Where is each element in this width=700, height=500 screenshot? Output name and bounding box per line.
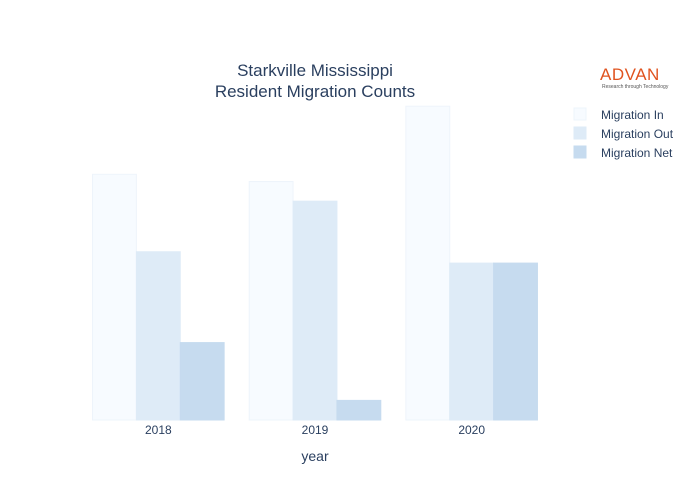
- legend-label: Migration Out: [601, 127, 674, 141]
- legend[interactable]: Migration In Migration Out Migration Net: [573, 107, 674, 160]
- chart-title-line-2: Resident Migration Counts: [215, 82, 415, 101]
- x-tick-label: 2018: [145, 423, 172, 437]
- bar-migration-out-2018[interactable]: [135, 251, 181, 421]
- bar-migration-net-2019[interactable]: [336, 399, 382, 421]
- legend-item-migration-net[interactable]: Migration Net: [573, 145, 673, 160]
- legend-swatch: [573, 107, 587, 121]
- bar-migration-out-2019[interactable]: [292, 200, 338, 421]
- legend-label: Migration In: [601, 108, 664, 122]
- logo-tagline: Research through Technology: [602, 84, 669, 90]
- legend-swatch: [573, 145, 587, 159]
- bar-migration-in-2020[interactable]: [405, 105, 451, 421]
- advan-logo: ADVAN Research through Technology: [600, 65, 680, 91]
- legend-item-migration-in[interactable]: Migration In: [573, 107, 664, 122]
- chart-title-line-1: Starkville Mississippi: [237, 61, 393, 80]
- x-tick-label: 2019: [302, 423, 329, 437]
- bar-migration-net-2018[interactable]: [179, 342, 225, 421]
- bar-migration-net-2020[interactable]: [493, 262, 538, 421]
- x-tick-label: 2020: [458, 423, 485, 437]
- legend-item-migration-out[interactable]: Migration Out: [573, 126, 674, 141]
- bar-migration-in-2018[interactable]: [92, 173, 137, 421]
- x-tick-labels: 2018 2019 2020: [145, 423, 485, 437]
- bar-migration-in-2019[interactable]: [248, 181, 294, 421]
- legend-label: Migration Net: [601, 146, 673, 160]
- bars-layer: [92, 105, 538, 421]
- bar-migration-out-2020[interactable]: [449, 262, 495, 421]
- x-axis-label: year: [301, 448, 329, 464]
- logo-wordmark: ADVAN: [600, 65, 660, 84]
- legend-swatch: [573, 126, 587, 140]
